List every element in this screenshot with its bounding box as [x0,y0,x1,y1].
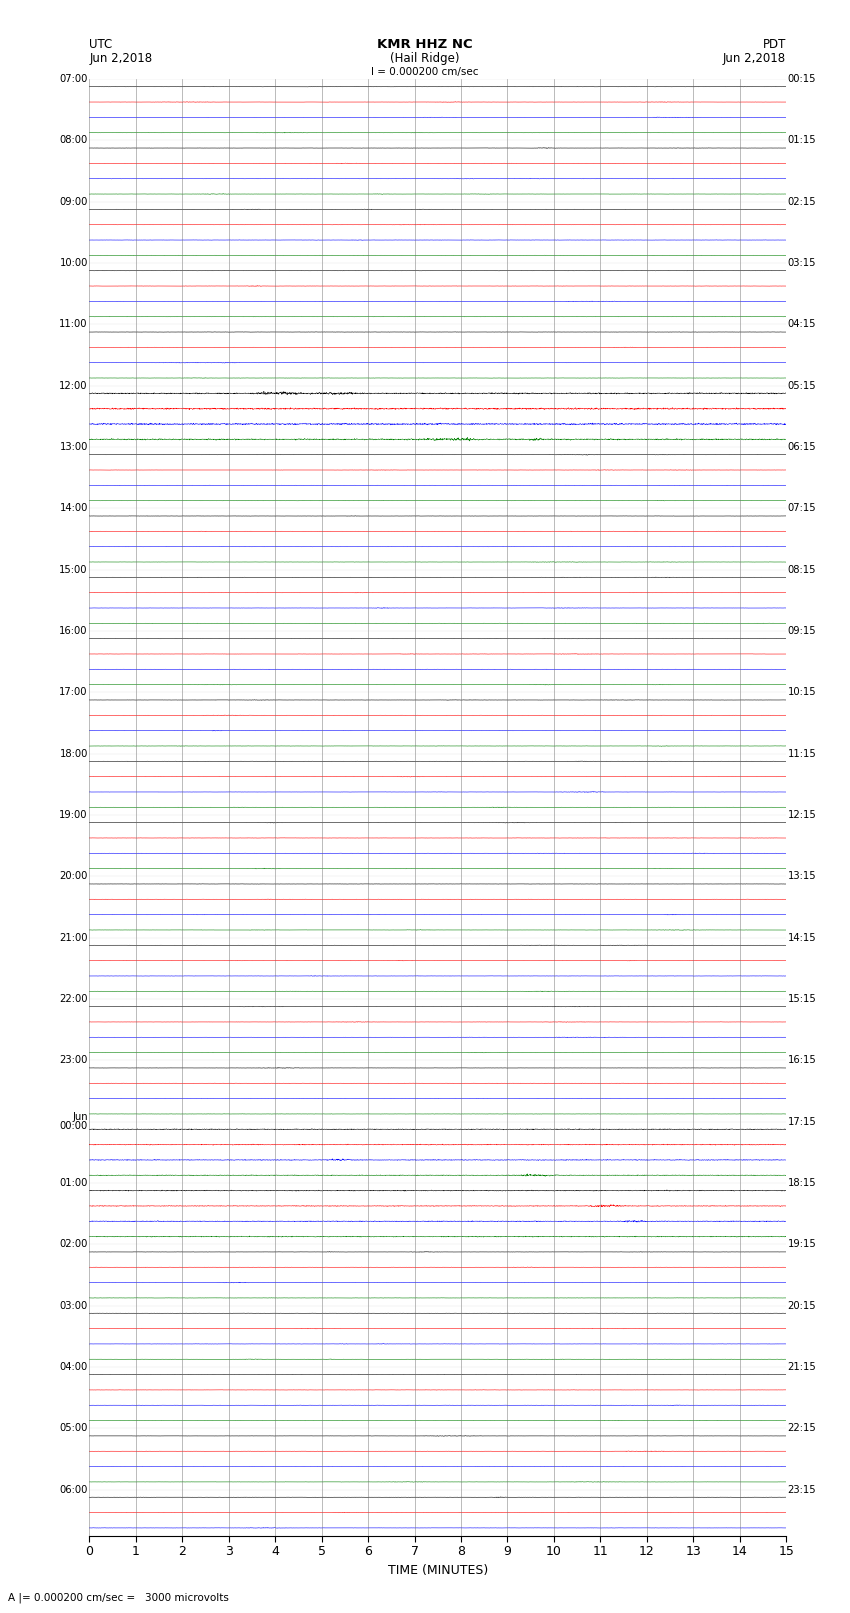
Text: 07:00: 07:00 [60,74,88,84]
Text: (Hail Ridge): (Hail Ridge) [390,52,460,65]
Text: 19:00: 19:00 [60,810,88,819]
Text: I = 0.000200 cm/sec: I = 0.000200 cm/sec [371,68,479,77]
Text: 20:15: 20:15 [788,1300,816,1311]
Text: 18:00: 18:00 [60,748,88,758]
Text: 02:15: 02:15 [788,197,816,206]
Text: 11:00: 11:00 [60,319,88,329]
Text: 13:00: 13:00 [60,442,88,452]
Text: 17:15: 17:15 [788,1116,816,1126]
X-axis label: TIME (MINUTES): TIME (MINUTES) [388,1565,488,1578]
Text: 10:00: 10:00 [60,258,88,268]
Text: 04:00: 04:00 [60,1361,88,1373]
Text: 05:15: 05:15 [788,381,816,390]
Text: 23:15: 23:15 [788,1484,816,1495]
Text: PDT: PDT [763,37,786,50]
Text: 07:15: 07:15 [788,503,816,513]
Text: 20:00: 20:00 [60,871,88,881]
Text: 21:15: 21:15 [788,1361,816,1373]
Text: 06:15: 06:15 [788,442,816,452]
Text: 16:00: 16:00 [60,626,88,636]
Text: A |= 0.000200 cm/sec =   3000 microvolts: A |= 0.000200 cm/sec = 3000 microvolts [8,1592,230,1603]
Text: Jun
00:00: Jun 00:00 [60,1113,88,1131]
Text: 22:15: 22:15 [788,1423,816,1434]
Text: 18:15: 18:15 [788,1177,816,1187]
Text: 03:15: 03:15 [788,258,816,268]
Text: 01:00: 01:00 [60,1177,88,1187]
Text: KMR HHZ NC: KMR HHZ NC [377,37,473,50]
Text: 21:00: 21:00 [60,932,88,942]
Text: 03:00: 03:00 [60,1300,88,1311]
Text: 06:00: 06:00 [60,1484,88,1495]
Text: 19:15: 19:15 [788,1239,816,1248]
Text: Jun 2,2018: Jun 2,2018 [89,52,152,65]
Text: 12:00: 12:00 [60,381,88,390]
Text: 17:00: 17:00 [60,687,88,697]
Text: 15:00: 15:00 [60,565,88,574]
Text: 16:15: 16:15 [788,1055,816,1065]
Text: 11:15: 11:15 [788,748,816,758]
Text: 10:15: 10:15 [788,687,816,697]
Text: 04:15: 04:15 [788,319,816,329]
Text: 08:00: 08:00 [60,135,88,145]
Text: 15:15: 15:15 [788,994,816,1003]
Text: 08:15: 08:15 [788,565,816,574]
Text: UTC: UTC [89,37,112,50]
Text: 14:15: 14:15 [788,932,816,942]
Text: 09:15: 09:15 [788,626,816,636]
Text: 23:00: 23:00 [60,1055,88,1065]
Text: 14:00: 14:00 [60,503,88,513]
Text: 00:15: 00:15 [788,74,816,84]
Text: 13:15: 13:15 [788,871,816,881]
Text: 12:15: 12:15 [788,810,816,819]
Text: 09:00: 09:00 [60,197,88,206]
Text: 22:00: 22:00 [60,994,88,1003]
Text: 05:00: 05:00 [60,1423,88,1434]
Text: 01:15: 01:15 [788,135,816,145]
Text: 02:00: 02:00 [60,1239,88,1248]
Text: Jun 2,2018: Jun 2,2018 [723,52,786,65]
